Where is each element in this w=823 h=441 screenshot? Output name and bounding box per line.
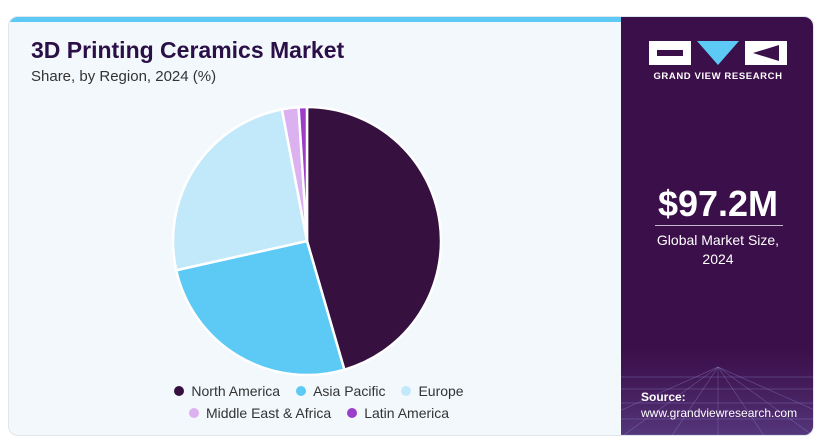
legend-swatch-asia-pacific	[296, 386, 307, 396]
legend-label: Europe	[418, 383, 464, 399]
market-size-value: $97.2M	[657, 183, 779, 224]
legend-swatch-middle-east-africa	[188, 408, 199, 418]
legend-label: Asia Pacific	[313, 383, 386, 399]
legend-swatch-europe	[401, 386, 412, 396]
market-size-label-line1: Global Market Size,	[656, 232, 780, 248]
brand-name: GRAND VIEW RESEARCH	[653, 71, 783, 82]
legend-label: Middle East & Africa	[205, 405, 332, 421]
legend-swatch-latin-america	[347, 408, 358, 418]
pie-slice-latin-america	[297, 105, 309, 243]
chart-card: 3D Printing Ceramics Market Share, by Re…	[8, 16, 814, 436]
legend-row-2: Middle East & Africa Latin America	[49, 405, 589, 421]
legend-item-north-america: North America	[174, 383, 280, 399]
market-size-label-line2: 2024	[702, 251, 734, 267]
divider	[655, 225, 783, 226]
side-panel: GRAND VIEW RESEARCH $97.2M Global Market…	[621, 17, 813, 435]
pie-slice-north-america	[305, 105, 443, 371]
pie-chart	[171, 105, 443, 377]
legend-label: North America	[191, 383, 281, 399]
brand-logo-icon	[649, 41, 787, 65]
legend-item-asia-pacific: Asia Pacific	[296, 383, 385, 399]
legend-item-europe: Europe	[401, 383, 464, 399]
grid-decoration	[621, 347, 813, 435]
market-size-label: Global Market Size, 2024	[621, 231, 813, 269]
legend-item-middle-east-africa: Middle East & Africa	[188, 405, 332, 421]
chart-title: 3D Printing Ceramics Market	[31, 37, 345, 63]
legend-label: Latin America	[364, 405, 450, 421]
legend-item-latin-america: Latin America	[347, 405, 449, 421]
legend-swatch-north-america	[174, 386, 185, 396]
legend-row-1: North America Asia Pacific Europe	[49, 383, 589, 399]
chart-subtitle: Share, by Region, 2024 (%)	[31, 68, 217, 85]
source-link[interactable]: www.grandviewresearch.com	[641, 406, 798, 420]
pie-slice-europe	[171, 108, 309, 272]
source-label: Source:	[641, 390, 686, 404]
accent-line	[9, 17, 621, 22]
pie-slice-asia-pacific	[174, 239, 346, 377]
